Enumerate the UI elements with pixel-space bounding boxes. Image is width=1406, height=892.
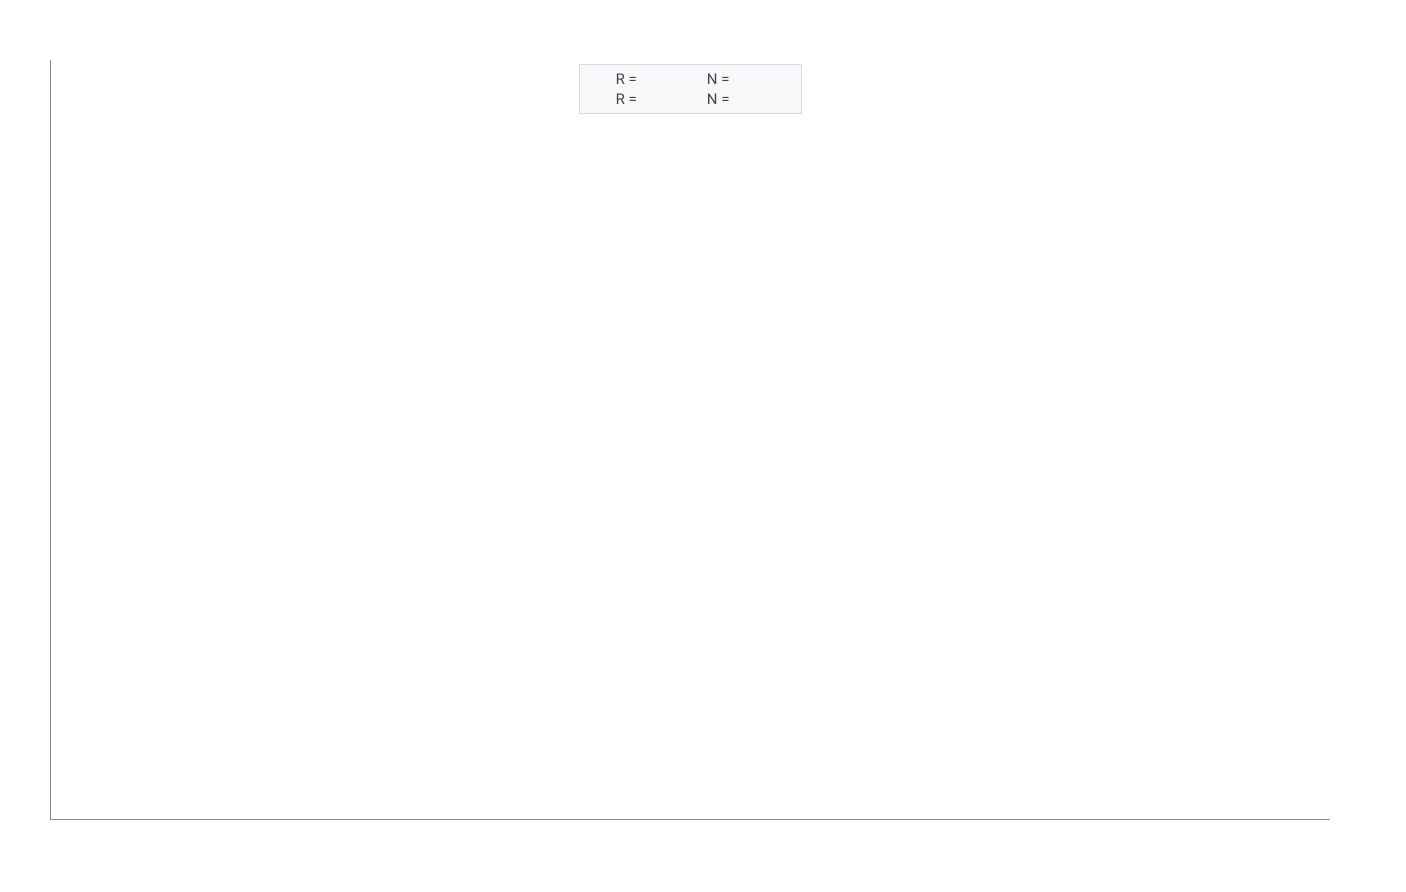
correlation-stats-box: R = N = R = N = (579, 64, 803, 114)
legend (662, 868, 744, 886)
stats-swatch-italians (590, 70, 608, 88)
legend-item-italians (662, 868, 688, 886)
stats-n-label: N = (707, 90, 730, 108)
stats-r-label: R = (616, 90, 637, 108)
legend-swatch-italians (662, 868, 680, 886)
legend-item-cuba (718, 868, 744, 886)
stats-row-italians: R = N = (590, 69, 792, 89)
legend-swatch-cuba (718, 868, 736, 886)
stats-n-label: N = (707, 70, 730, 88)
stats-r-label: R = (616, 70, 637, 88)
chart-header (0, 0, 1406, 44)
stats-row-cuba: R = N = (590, 89, 792, 109)
plot-area: R = N = R = N = (50, 60, 1330, 820)
stats-swatch-cuba (590, 90, 608, 108)
